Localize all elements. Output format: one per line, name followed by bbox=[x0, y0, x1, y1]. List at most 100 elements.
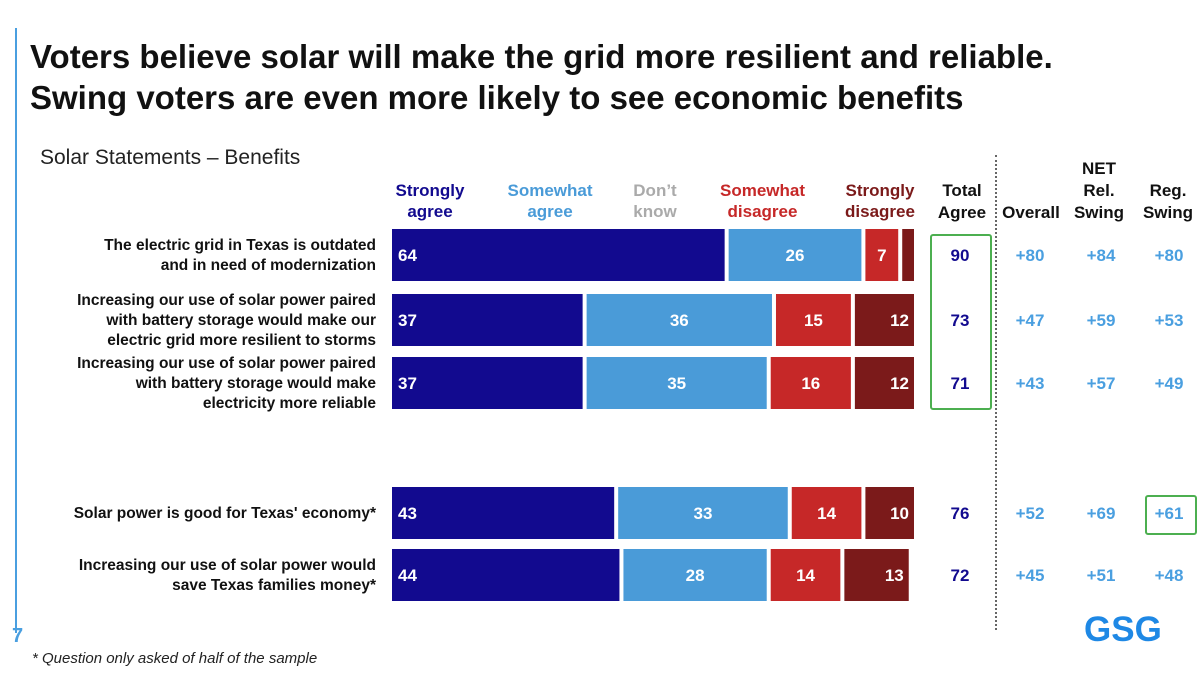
legend-strongly-agree: Strongly agree bbox=[380, 180, 480, 222]
bar-strongly-disagree bbox=[854, 357, 914, 409]
legend-somewhat-disagree: Somewhat disagree bbox=[700, 180, 825, 222]
legend-somewhat-disagree-line1: Somewhat bbox=[719, 181, 806, 200]
bar-strongly-disagree bbox=[902, 229, 914, 281]
legend-strongly-disagree-line1: Strongly bbox=[845, 181, 915, 200]
net-overall-value: +52 bbox=[1016, 504, 1045, 523]
net-reg-swing-value: +53 bbox=[1155, 311, 1184, 330]
bar-label-somewhat-disagree: 16 bbox=[801, 374, 820, 393]
bar-somewhat-agree bbox=[728, 229, 862, 281]
net-overall-value: +47 bbox=[1016, 311, 1045, 330]
row-label-line: with battery storage would make bbox=[135, 375, 376, 392]
header-net: NET bbox=[1082, 159, 1116, 178]
bar-label-strongly-disagree: 12 bbox=[890, 374, 909, 393]
bar-strongly-disagree bbox=[844, 549, 909, 601]
net-rel-swing-value: +69 bbox=[1087, 504, 1116, 523]
net-overall-value: +45 bbox=[1016, 566, 1045, 585]
bar-label-somewhat-disagree: 15 bbox=[804, 311, 823, 330]
bar-label-strongly-agree: 37 bbox=[398, 374, 417, 393]
row-label-line: Solar power is good for Texas' economy* bbox=[73, 505, 376, 522]
bar-label-strongly-disagree: 13 bbox=[885, 566, 904, 585]
total-agree-value: 72 bbox=[951, 566, 970, 585]
total-agree-value: 90 bbox=[951, 246, 970, 265]
reg-swing-highlight-box bbox=[1145, 495, 1197, 535]
row-label-line: with battery storage would make our bbox=[106, 312, 376, 329]
bar-label-strongly-agree: 64 bbox=[398, 246, 417, 265]
legend-somewhat-disagree-line2: disagree bbox=[727, 202, 798, 221]
title-line-2: Swing voters are even more likely to see… bbox=[30, 79, 964, 116]
bar-strongly-disagree bbox=[865, 487, 914, 539]
header-reg-swing: Reg. Swing bbox=[1136, 180, 1200, 224]
bar-label-strongly-disagree: 10 bbox=[890, 504, 909, 523]
row-label-line: The electric grid in Texas is outdated bbox=[104, 237, 376, 254]
row-label-more-reliable: Increasing our use of solar power paired… bbox=[20, 354, 376, 414]
legend-somewhat-agree-line2: agree bbox=[527, 202, 573, 221]
total-agree-value: 71 bbox=[951, 374, 970, 393]
gsg-logo: GSG bbox=[1084, 610, 1162, 649]
bar-somewhat-disagree bbox=[865, 229, 899, 281]
row-label-line: Increasing our use of solar power would bbox=[78, 557, 376, 574]
bar-somewhat-disagree bbox=[770, 357, 851, 409]
net-overall-value: +43 bbox=[1016, 374, 1045, 393]
header-rel-swing-line1: Rel. bbox=[1083, 181, 1115, 200]
header-reg-swing-line1: Reg. bbox=[1149, 181, 1187, 200]
net-reg-swing-value: +61 bbox=[1155, 504, 1184, 523]
row-label-line: electricity more reliable bbox=[202, 395, 376, 412]
bar-strongly-agree bbox=[392, 549, 620, 601]
bar-label-somewhat-agree: 35 bbox=[667, 374, 686, 393]
bar-label-somewhat-agree: 33 bbox=[694, 504, 713, 523]
row-label-line: and in need of modernization bbox=[160, 257, 376, 274]
header-total-agree: Total Agree bbox=[933, 180, 991, 224]
bar-somewhat-disagree bbox=[775, 294, 851, 346]
header-reg-swing-line2: Swing bbox=[1142, 203, 1194, 222]
bar-somewhat-agree bbox=[623, 549, 767, 601]
header-total-line1: Total bbox=[942, 181, 982, 200]
bar-strongly-agree bbox=[392, 229, 725, 281]
legend-strongly-agree-line2: agree bbox=[407, 202, 453, 221]
bar-somewhat-agree bbox=[586, 357, 767, 409]
footnote: * Question only asked of half of the sam… bbox=[32, 650, 318, 667]
net-reg-swing-value: +49 bbox=[1155, 374, 1184, 393]
bar-label-somewhat-disagree: 7 bbox=[877, 246, 886, 265]
bar-strongly-disagree bbox=[854, 294, 914, 346]
bar-somewhat-disagree bbox=[770, 549, 841, 601]
legend-dont-know: Don’t know bbox=[615, 180, 695, 222]
row-label-resilient-storms: Increasing our use of solar power paired… bbox=[20, 291, 376, 351]
header-rel-swing-line2: Swing bbox=[1073, 203, 1125, 222]
bar-strongly-agree bbox=[392, 294, 583, 346]
row-label-line: Increasing our use of solar power paired bbox=[77, 355, 376, 372]
row-label-save-money: Increasing our use of solar power would … bbox=[20, 556, 376, 596]
total-agree-highlight-box bbox=[930, 234, 992, 410]
bar-somewhat-agree bbox=[586, 294, 772, 346]
title-line-1: Voters believe solar will make the grid … bbox=[30, 38, 1053, 75]
column-divider bbox=[995, 155, 997, 630]
legend-somewhat-agree: Somewhat agree bbox=[490, 180, 610, 222]
net-reg-swing-value: +48 bbox=[1155, 566, 1184, 585]
accent-line bbox=[15, 28, 17, 633]
row-label-texas-economy: Solar power is good for Texas' economy* bbox=[20, 504, 376, 524]
bar-somewhat-disagree bbox=[791, 487, 862, 539]
legend-dont-know-line1: Don’t bbox=[633, 181, 677, 200]
net-rel-swing-value: +51 bbox=[1087, 566, 1116, 585]
legend-somewhat-agree-line1: Somewhat bbox=[507, 181, 593, 200]
net-rel-swing-value: +59 bbox=[1087, 311, 1116, 330]
legend-strongly-agree-line1: Strongly bbox=[395, 181, 465, 200]
bar-label-strongly-agree: 37 bbox=[398, 311, 417, 330]
bar-label-somewhat-agree: 28 bbox=[686, 566, 705, 585]
bar-strongly-agree bbox=[392, 357, 583, 409]
row-label-grid-outdated: The electric grid in Texas is outdated a… bbox=[20, 236, 376, 276]
legend-strongly-disagree-line2: disagree bbox=[845, 202, 915, 221]
net-rel-swing-value: +57 bbox=[1087, 374, 1116, 393]
header-total-line2: Agree bbox=[937, 203, 987, 222]
legend-strongly-disagree: Strongly disagree bbox=[832, 180, 928, 222]
net-rel-swing-value: +84 bbox=[1087, 246, 1116, 265]
header-overall: Overall bbox=[1002, 203, 1060, 222]
bar-label-somewhat-disagree: 14 bbox=[796, 566, 815, 585]
chart-subtitle: Solar Statements – Benefits bbox=[40, 146, 301, 169]
bar-label-somewhat-agree: 26 bbox=[786, 246, 805, 265]
row-label-line: save Texas families money* bbox=[172, 577, 376, 594]
net-reg-swing-value: +80 bbox=[1155, 246, 1184, 265]
row-label-line: Increasing our use of solar power paired bbox=[77, 292, 376, 309]
total-agree-value: 73 bbox=[951, 311, 970, 330]
net-overall-value: +80 bbox=[1016, 246, 1045, 265]
